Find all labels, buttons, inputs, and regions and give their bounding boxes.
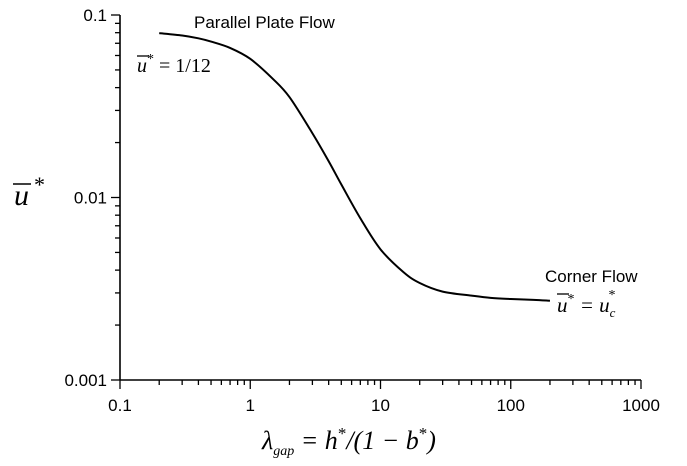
series-layer	[159, 32, 551, 302]
corner-eq-text: u* = uc*	[557, 288, 616, 320]
corner-eq-rhs: = u	[575, 293, 610, 317]
y-tick-label: 0.001	[64, 371, 107, 390]
corner-flow-equation: u* = uc*	[557, 288, 616, 320]
x-axis-label: λgap = h*/(1 − b*)	[261, 424, 436, 459]
x-label-mid: /(1 − b	[344, 426, 418, 455]
parallel-eq-text: u* = 1/12	[137, 52, 211, 77]
parallel-eq-star: *	[147, 52, 154, 67]
corner-flow-title: Corner Flow	[545, 267, 638, 286]
x-label-star1: *	[338, 424, 347, 443]
corner-eq-symbol: u	[557, 293, 568, 317]
parallel-plate-equation: u* = 1/12	[137, 52, 211, 77]
x-tick-label: 1	[246, 396, 255, 415]
parallel-plate-title: Parallel Plate Flow	[194, 13, 336, 32]
y-tick-label: 0.01	[74, 189, 107, 208]
x-label-lambda: λ	[261, 426, 273, 455]
x-label-subscript: gap	[273, 444, 294, 459]
x-tick-label: 1000	[622, 396, 660, 415]
x-label-eq: = h	[294, 426, 338, 455]
series-line	[159, 32, 551, 302]
y-tick-label: 0.1	[83, 6, 107, 25]
x-tick-label: 10	[371, 396, 390, 415]
x-ticks	[119, 380, 642, 389]
parallel-eq-symbol: u	[137, 55, 147, 77]
x-tick-label: 100	[497, 396, 525, 415]
y-tick-labels: 0.001 0.01 0.1	[64, 6, 107, 390]
x-tick-labels: 0.1 1 10 100 1000	[108, 396, 660, 415]
y-axis-label-star: *	[34, 172, 45, 197]
corner-eq-star: *	[568, 292, 575, 307]
corner-eq-star2: *	[608, 288, 615, 303]
y-ticks	[111, 14, 120, 381]
plot-area: 0.1 1 10 100 1000 0.001 0.01 0.1	[64, 6, 659, 415]
x-tick-label: 0.1	[108, 396, 132, 415]
x-label-star2: *	[419, 424, 428, 443]
parallel-eq-rhs: = 1/12	[154, 55, 211, 77]
x-label-close: )	[425, 426, 436, 455]
y-axis-label-symbol: u	[14, 179, 29, 212]
corner-eq-sub: c	[610, 305, 616, 320]
y-axis-label: u *	[13, 172, 45, 212]
